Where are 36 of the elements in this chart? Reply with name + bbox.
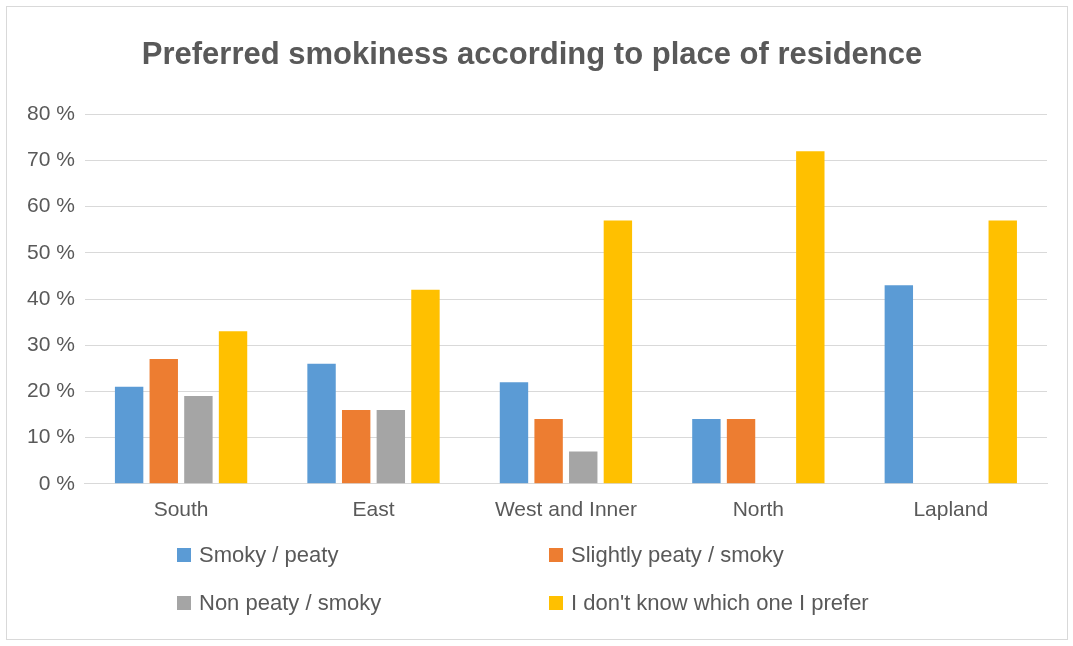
bar xyxy=(569,451,598,484)
y-tick-label: 10 % xyxy=(26,424,75,448)
bar xyxy=(184,396,213,484)
y-tick-label: 30 % xyxy=(26,332,75,355)
legend-label: I don't know which one I prefer xyxy=(571,590,869,616)
x-tick-label: West and Inner xyxy=(494,497,637,521)
y-tick-label: 50 % xyxy=(26,239,75,263)
bar xyxy=(307,363,336,484)
bar xyxy=(411,289,440,484)
bar xyxy=(884,285,914,484)
bar xyxy=(114,386,144,484)
legend-label: Non peaty / smoky xyxy=(199,590,382,616)
bar xyxy=(218,331,248,484)
legend-label: Slightly peaty / smoky xyxy=(571,542,784,568)
chart-title: Preferred smokiness according to place of residence xyxy=(141,36,923,72)
y-tick-label: 70 % xyxy=(26,147,75,171)
y-tick-label: 20 % xyxy=(26,378,75,402)
y-tick-label: 60 % xyxy=(26,193,75,217)
bar xyxy=(988,220,1017,484)
x-tick-label: North xyxy=(732,497,785,521)
x-tick-label: Lapland xyxy=(913,497,989,521)
bar xyxy=(341,409,371,484)
x-tick-label: South xyxy=(153,497,209,521)
bar xyxy=(499,382,529,484)
bar xyxy=(603,220,633,484)
bar xyxy=(149,359,178,484)
x-tick-label: East xyxy=(352,497,395,521)
bar xyxy=(796,151,825,484)
y-tick-label: 40 % xyxy=(26,285,75,309)
bar xyxy=(692,419,721,484)
bar xyxy=(376,409,406,484)
bar xyxy=(726,419,756,484)
bar xyxy=(534,419,563,484)
legend-label: Smoky / peaty xyxy=(199,542,339,568)
y-tick-label: 80 % xyxy=(26,101,75,124)
y-tick-label: 0 % xyxy=(38,470,75,494)
